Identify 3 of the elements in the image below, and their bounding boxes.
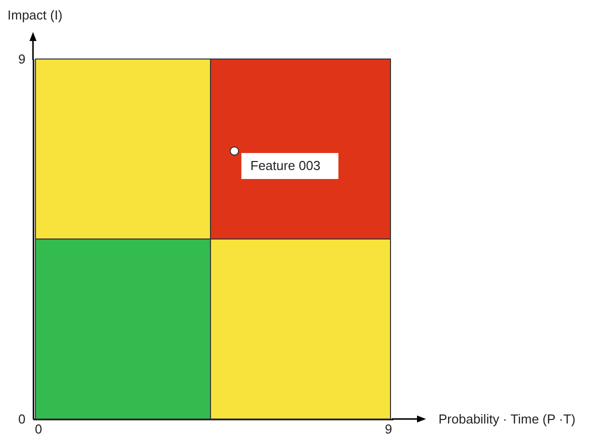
y-axis-title: Impact (I) <box>8 8 62 22</box>
x-axis-title: Probability · Time (P ·T) <box>438 412 576 426</box>
annotation: Feature 003 <box>250 158 320 173</box>
